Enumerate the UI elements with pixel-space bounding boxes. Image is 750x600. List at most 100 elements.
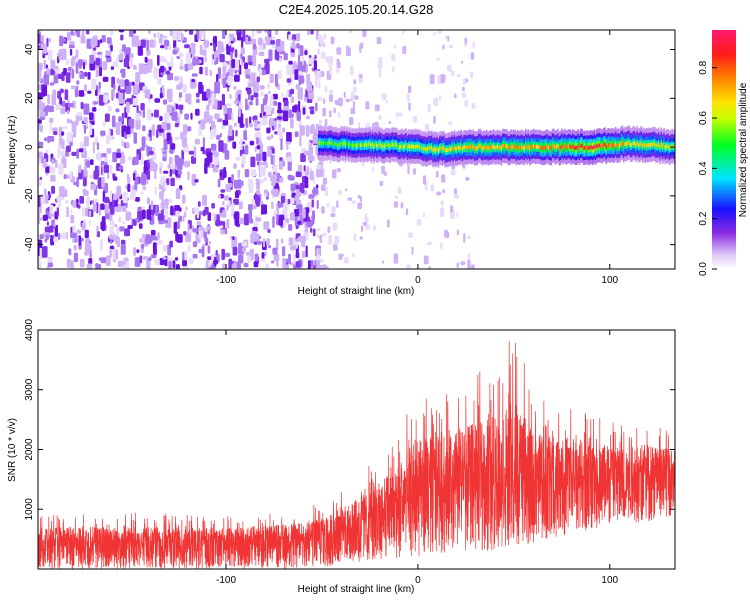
heatmap-cell [59, 97, 62, 106]
heatmap-cell [250, 95, 254, 101]
signal-cell [546, 144, 548, 149]
heatmap-cell [325, 56, 329, 63]
heatmap-cell [152, 161, 155, 170]
heatmap-cell [105, 213, 110, 220]
heatmap-cell [177, 30, 182, 41]
heatmap-cell [108, 234, 114, 240]
heatmap-cell [310, 220, 314, 226]
heatmap-cell [156, 129, 159, 138]
signal-line [318, 125, 675, 168]
heatmap-cell [245, 98, 248, 111]
heatmap-cell [97, 231, 100, 238]
heatmap-cell [219, 54, 225, 63]
x-axis-2: -100 0 100 [216, 330, 619, 586]
heatmap-cell [440, 74, 445, 84]
heatmap-cell [89, 54, 95, 64]
signal-cell [594, 145, 597, 150]
heatmap-cell [276, 213, 279, 226]
heatmap-cell [126, 142, 130, 148]
heatmap-cell [422, 212, 425, 218]
heatmap-cell [185, 232, 192, 243]
heatmap-cell [230, 40, 234, 44]
heatmap-cell [227, 69, 234, 78]
heatmap-cell [86, 30, 90, 35]
heatmap-cell [78, 164, 82, 173]
heatmap-cell [381, 165, 386, 174]
heatmap-cell [295, 252, 300, 259]
heatmap-cell [315, 184, 319, 189]
heatmap-cell [467, 235, 471, 240]
heatmap-cell [87, 71, 91, 80]
signal-cell [628, 140, 630, 145]
heatmap-cell [121, 221, 126, 225]
signal-cell [440, 145, 442, 150]
heatmap-cell [155, 163, 158, 171]
heatmap-cell [275, 30, 278, 36]
signal-cell [491, 145, 493, 150]
signal-cell [614, 141, 617, 146]
heatmap-cell [400, 202, 404, 209]
y-axis: -40 -20 0 20 40 [24, 44, 675, 252]
heatmap-cell [50, 237, 55, 246]
heatmap-cell [250, 156, 256, 168]
heatmap-cell [152, 235, 158, 241]
colorbar: 0.0 0.2 0.4 0.6 0.8 Normalized spectral ampl… [698, 30, 749, 276]
heatmap-cell [147, 108, 152, 121]
signal-cell [565, 145, 567, 150]
signal-cell [426, 147, 429, 151]
heatmap-cell [193, 207, 198, 212]
signal-cell [664, 145, 667, 150]
heatmap-cell [100, 221, 106, 230]
heatmap-cell [226, 103, 232, 107]
heatmap-cell [464, 99, 468, 107]
heatmap-cell [277, 128, 282, 136]
heatmap-cell [433, 97, 438, 106]
signal-cell [534, 145, 536, 149]
heatmap-cell [193, 146, 197, 158]
heatmap-cell [336, 168, 341, 173]
heatmap-cell [141, 206, 146, 211]
heatmap-cell [199, 66, 203, 75]
spectrogram-panel: -100 0 100 -40 -20 0 20 40 Height of straight … [7, 29, 676, 297]
heatmap-cell [68, 248, 71, 256]
heatmap-cell [109, 240, 113, 244]
heatmap-cell [258, 68, 263, 77]
heatmap-cell [189, 229, 193, 234]
heatmap-cell [266, 240, 270, 245]
heatmap-cell [92, 47, 97, 51]
heatmap-cell [307, 30, 311, 36]
heatmap-cell [221, 93, 225, 106]
heatmap-cell [329, 64, 332, 75]
heatmap-cell [47, 135, 50, 144]
signal-cell [377, 144, 379, 148]
heatmap-cell [85, 238, 91, 244]
heatmap-cell [447, 64, 452, 72]
colorbar-ticks: 0.0 0.2 0.4 0.6 0.8 [698, 60, 717, 276]
heatmap-cell [160, 65, 165, 73]
signal-cell [487, 146, 489, 151]
heatmap-cell [54, 224, 58, 237]
heatmap-cell [187, 62, 194, 70]
heatmap-cell [345, 188, 348, 192]
heatmap-cell [207, 212, 212, 221]
heatmap-cell [166, 149, 169, 154]
signal-cell [604, 142, 606, 147]
signal-cell [363, 143, 366, 148]
heatmap-cell [161, 121, 167, 131]
heatmap-cell [252, 43, 257, 50]
heatmap-cell [248, 61, 254, 66]
heatmap-cell [116, 226, 119, 235]
heatmap-cells [38, 30, 476, 269]
heatmap-cell [103, 164, 109, 173]
heatmap-cell [209, 42, 213, 46]
heatmap-cell [150, 200, 154, 210]
heatmap-cell [306, 166, 310, 176]
heatmap-cell [448, 44, 454, 49]
heatmap-cell [249, 116, 252, 125]
heatmap-cell [296, 109, 301, 121]
colorbar-tick-label: 0.0 [698, 262, 709, 276]
heatmap-cell [49, 166, 56, 174]
heatmap-cell [38, 195, 41, 208]
heatmap-cell [463, 78, 466, 85]
heatmap-cell [295, 225, 299, 230]
